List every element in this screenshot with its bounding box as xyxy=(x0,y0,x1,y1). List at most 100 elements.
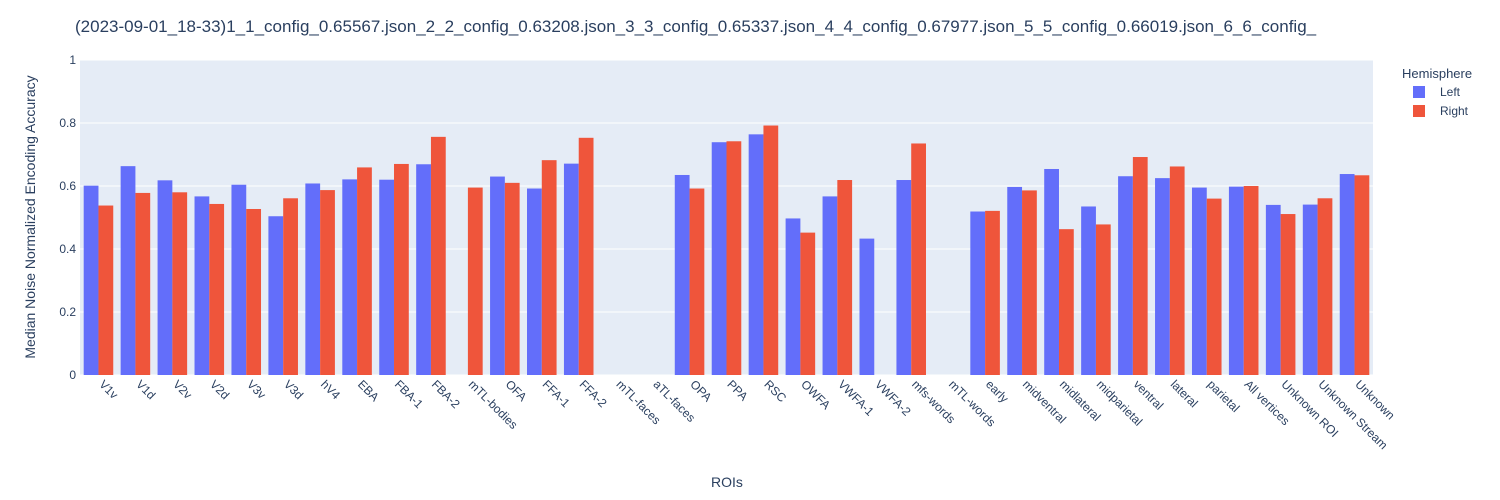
x-tick-label: RSC xyxy=(761,377,789,405)
bar-left-unknown-roi xyxy=(1265,204,1281,375)
y-tick-labels: 0 0.2 0.4 0.6 0.8 1 xyxy=(59,53,76,382)
bar-left-ventral xyxy=(1118,176,1133,375)
bar-left-parietal xyxy=(1191,187,1207,375)
legend-swatch-left xyxy=(1413,86,1425,98)
bar-left-midventral xyxy=(1007,186,1023,375)
bar-left-fba-2 xyxy=(416,164,431,375)
x-tick-label: OWFA xyxy=(798,377,833,412)
bar-right-v2d xyxy=(209,203,225,375)
bar-right-v2v xyxy=(172,192,188,375)
bar-left-ffa-1 xyxy=(527,188,542,375)
chart-title: (2023-09-01_18-33)1_1_config_0.65567.jso… xyxy=(75,17,1317,36)
bar-left-v1v xyxy=(83,185,99,375)
bar-left-rsc xyxy=(748,134,764,375)
bar-left-fba-1 xyxy=(379,179,395,375)
bar-left-hv4 xyxy=(305,183,321,375)
bar-left-midparietal xyxy=(1081,206,1096,375)
bar-left-v2d xyxy=(194,196,210,375)
x-tick-label: hV4 xyxy=(318,377,343,402)
bar-left-all-vertices xyxy=(1228,186,1244,375)
legend-title: Hemisphere xyxy=(1402,66,1472,81)
y-axis-title: Median Noise Normalized Encoding Accurac… xyxy=(22,75,38,358)
y-tick-label: 0.8 xyxy=(59,116,76,130)
y-tick-label: 0.2 xyxy=(59,305,76,319)
bar-left-ffa-2 xyxy=(563,163,579,375)
x-tick-label: PPA xyxy=(724,377,750,403)
x-tick-label: EBA xyxy=(355,377,382,404)
x-tick-label: V1d xyxy=(133,377,158,402)
bar-left-midlateral xyxy=(1044,168,1059,375)
x-tick-label: VWFA-1 xyxy=(835,377,877,419)
bar-right-all-vertices xyxy=(1243,186,1259,375)
bar-right-hv4 xyxy=(320,190,335,375)
bar-left-vwfa-1 xyxy=(822,196,838,375)
x-axis-title: ROIs xyxy=(711,474,743,490)
bar-left-v1d xyxy=(120,166,136,375)
bar-right-unknown-stream xyxy=(1317,198,1333,375)
bar-left-ofa xyxy=(490,176,505,375)
bar-left-lateral xyxy=(1155,178,1170,375)
bar-left-v3d xyxy=(268,216,284,375)
x-tick-label: early xyxy=(983,377,1011,405)
legend: Hemisphere Left Right xyxy=(1402,66,1472,118)
bar-right-ffa-1 xyxy=(541,160,557,375)
bar-left-early xyxy=(970,211,986,375)
bar-right-ofa xyxy=(504,182,520,375)
bar-right-unknown xyxy=(1354,175,1370,375)
bar-left-opa xyxy=(674,174,690,375)
bar-left-v2v xyxy=(157,180,173,375)
bar-right-lateral xyxy=(1169,166,1185,375)
bar-left-mfs-words xyxy=(896,180,912,375)
bar-right-opa xyxy=(689,188,705,375)
x-tick-label: ventral xyxy=(1131,377,1166,412)
bar-right-fba-2 xyxy=(430,136,446,375)
bar-left-owfa xyxy=(785,218,801,375)
bar-left-vwfa-2 xyxy=(859,238,875,375)
bar-right-early xyxy=(985,210,1000,375)
legend-label-right: Right xyxy=(1440,104,1469,118)
bar-right-v3v xyxy=(246,208,262,375)
x-tick-label: V3d xyxy=(281,377,306,402)
bar-left-ppa xyxy=(711,142,727,375)
bar-right-owfa xyxy=(800,232,816,375)
bar-right-mfs-words xyxy=(911,143,926,375)
x-tick-label: FFA-1 xyxy=(540,377,573,410)
legend-label-left: Left xyxy=(1440,85,1461,99)
bar-right-eba xyxy=(357,167,372,375)
x-tick-label: V2v xyxy=(170,377,195,402)
x-tick-label: FBA-2 xyxy=(429,377,463,411)
bar-right-midlateral xyxy=(1058,229,1074,375)
bar-right-v3d xyxy=(283,198,298,375)
bar-right-vwfa-1 xyxy=(837,180,853,375)
x-tick-label: FBA-1 xyxy=(392,377,426,411)
bar-right-v1v xyxy=(98,205,114,375)
bar-right-fba-1 xyxy=(394,163,409,375)
y-tick-label: 1 xyxy=(69,53,76,67)
x-tick-label: lateral xyxy=(1168,377,1201,410)
bar-right-ventral xyxy=(1132,157,1148,375)
x-tick-labels: V1v V1d V2v V2d V3v V3d hV4 EBA FBA-1 FBA-2 mTL-bo… xyxy=(96,377,1397,452)
bar-right-parietal xyxy=(1206,198,1222,375)
x-tick-label: OPA xyxy=(687,377,714,404)
y-tick-label: 0 xyxy=(69,368,76,382)
x-tick-label: VWFA-2 xyxy=(872,377,914,419)
bar-right-ppa xyxy=(726,141,742,375)
bar-right-midparietal xyxy=(1095,224,1111,375)
y-tick-label: 0.4 xyxy=(59,242,76,256)
bar-right-midventral xyxy=(1022,190,1037,375)
x-tick-label: V2d xyxy=(207,377,232,402)
bar-right-unknown-roi xyxy=(1280,214,1296,375)
bar-left-unknown xyxy=(1339,174,1355,375)
legend-swatch-right xyxy=(1413,105,1425,117)
bars xyxy=(83,125,1370,376)
bar-left-unknown-stream xyxy=(1302,204,1318,375)
bar-right-mtl-bodies xyxy=(467,187,483,375)
x-tick-label: parietal xyxy=(1205,377,1243,415)
x-tick-label: V1v xyxy=(96,377,121,402)
bar-left-eba xyxy=(342,179,358,375)
x-tick-label: OFA xyxy=(503,377,530,404)
x-tick-label: V3v xyxy=(244,377,269,402)
bar-right-v1d xyxy=(135,192,151,375)
bar-right-ffa-2 xyxy=(578,137,594,375)
